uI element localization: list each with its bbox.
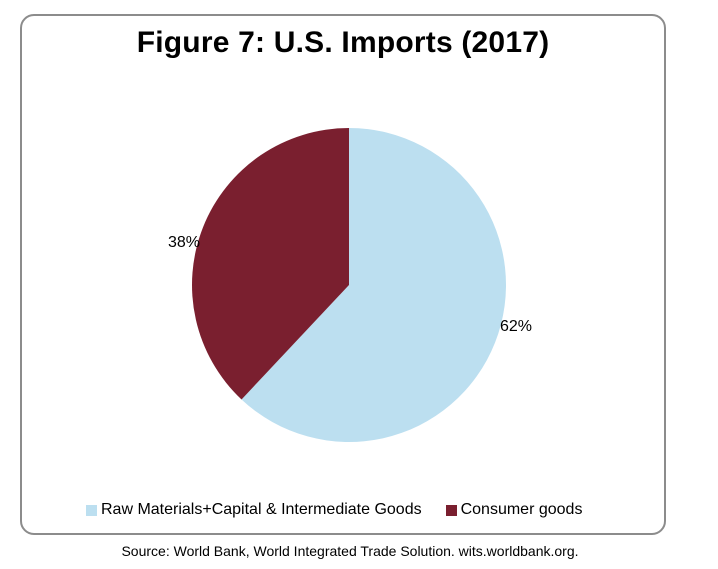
chart-legend: Raw Materials+Capital & Intermediate Goo… — [86, 501, 606, 519]
legend-label-raw-materials: Raw Materials+Capital & Intermediate Goo… — [101, 501, 422, 518]
legend-item-consumer-goods: Consumer goods — [445, 501, 583, 519]
legend-swatch-consumer-goods — [445, 504, 457, 516]
legend-item-raw-materials: Raw Materials+Capital & Intermediate Goo… — [86, 501, 422, 519]
slice-label-consumer-goods: 38% — [168, 234, 200, 251]
pie-slice-consumer-goods — [192, 128, 349, 400]
legend-swatch-raw-materials — [86, 504, 97, 516]
pie-slice-raw-materials — [241, 128, 507, 442]
slice-label-raw-materials: 62% — [500, 318, 532, 335]
chart-title: Figure 7: U.S. Imports (2017) — [136, 26, 550, 59]
source-note: Source: World Bank, World Integrated Tra… — [121, 543, 579, 559]
legend-label-consumer-goods: Consumer goods — [460, 501, 583, 518]
